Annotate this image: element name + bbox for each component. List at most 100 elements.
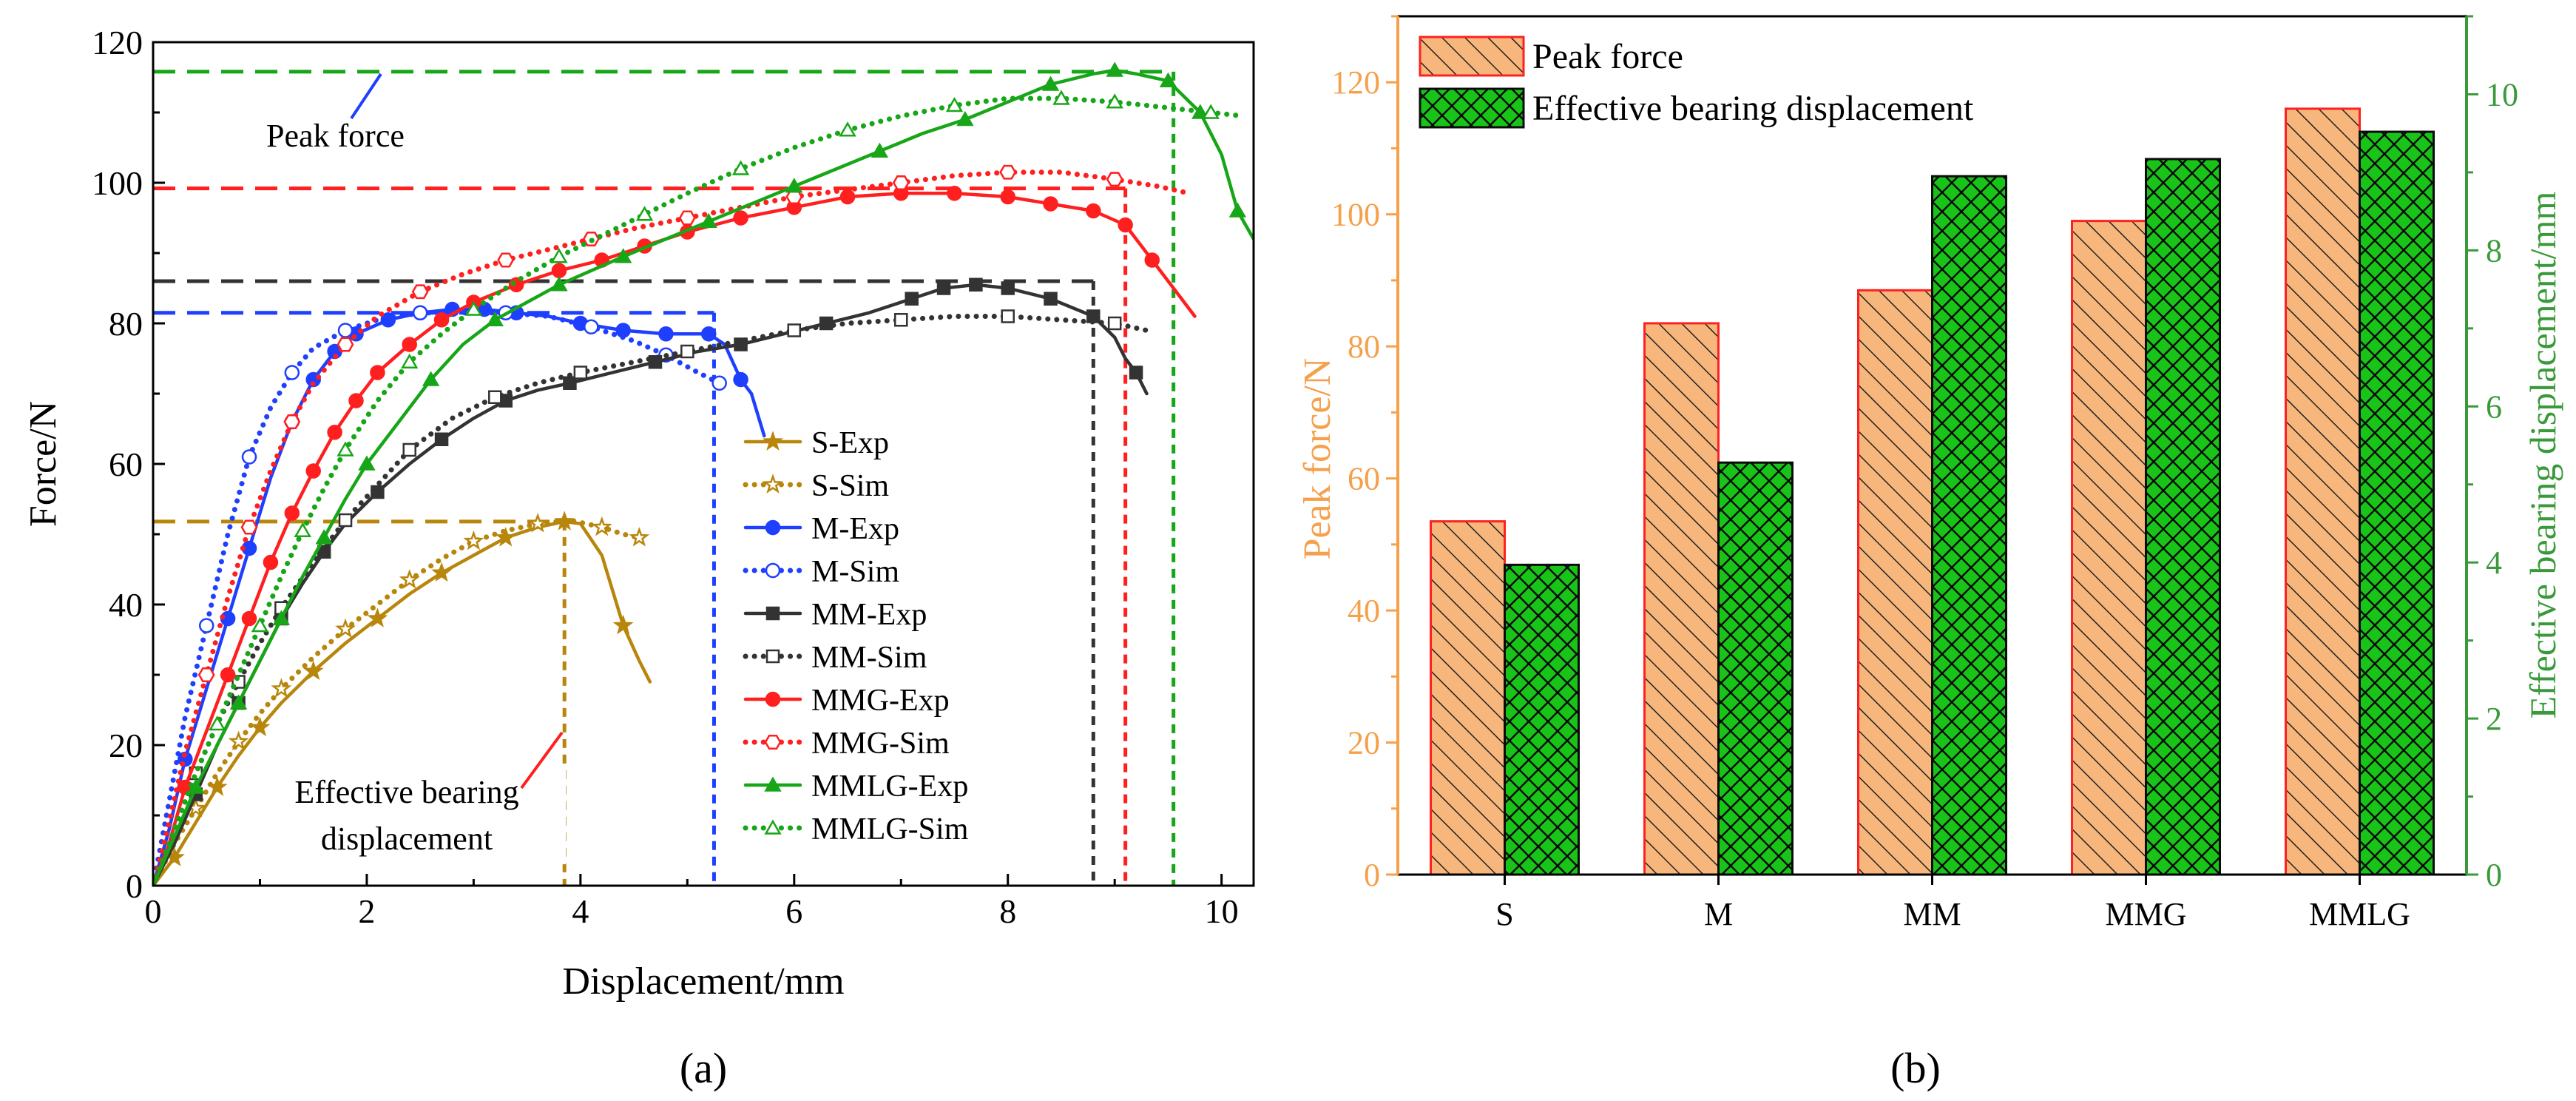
data-point [229,694,248,710]
y-tick-label: 80 [109,305,143,343]
data-point [348,393,364,408]
data-point [1106,93,1123,109]
right-axis-ticks-b: 0 2 4 6 8 10 [2467,15,2518,893]
legend-entry: MM-Exp [743,598,927,632]
data-point [486,311,504,327]
data-point [969,277,983,292]
data-point [305,463,321,479]
data-point [1106,61,1123,77]
data-point [367,607,388,627]
data-point [629,527,650,547]
data-point [240,519,258,535]
data-point [1106,172,1123,187]
legend-marker [762,474,784,494]
data-point [731,160,750,175]
data-point [1086,203,1101,219]
x-tick-label: 0 [145,892,162,930]
legend-a: S-Exp S-Sim M-Exp M-Sim MM-Exp MM-Sim MMG-Exp M… [743,426,969,846]
left-tick-label: 80 [1348,329,1380,365]
legend-entry: MMG-Exp [743,684,950,718]
legend-marker [765,649,780,664]
line-series-group [153,61,1254,886]
legend-swatch [1419,87,1525,129]
bar-peak-force [2071,220,2147,876]
data-point [402,337,417,352]
data-point [1118,217,1133,233]
category-label: M [1704,896,1733,932]
data-point [945,96,964,112]
right-tick-label: 0 [2486,857,2502,893]
y-axis-ticks-a: 0 20 40 60 80 100 120 [92,24,165,905]
data-point [433,312,450,328]
data-point [358,455,376,471]
data-point [271,678,292,698]
data-point [495,527,516,547]
data-point [892,175,910,190]
data-point [635,206,654,221]
series-mmlg-sim [153,90,1246,886]
left-tick-label: 60 [1348,461,1380,497]
legend-marker [764,735,782,750]
legend-entry: M-Exp [743,512,899,546]
legend-label: MMG-Exp [811,684,950,718]
left-tick-label: 120 [1331,64,1380,101]
data-point [1000,189,1015,205]
data-point [936,281,951,295]
left-tick-label: 0 [1364,857,1380,893]
legend-label: S-Sim [811,469,889,503]
data-point [402,442,416,457]
x-tick-label: 8 [999,892,1016,930]
data-point [1228,202,1247,218]
series-mmg-exp [153,186,1197,886]
y-tick-label: 100 [92,164,143,202]
right-tick-label: 2 [2486,701,2502,737]
series-m-sim [153,305,727,886]
annotation-effective-pointer [520,731,564,789]
data-point [251,617,269,633]
data-point [956,111,974,127]
data-point [249,716,271,737]
data-point [733,371,748,388]
data-point [614,248,632,263]
data-point [220,667,236,683]
legend-entry: MMLG-Sim [743,812,969,846]
data-point [434,432,449,446]
data-point [327,425,342,440]
bar-series-group [1430,107,2435,876]
data-point [1144,252,1160,268]
data-point [302,660,324,681]
data-point [1043,196,1058,212]
bar-effective-displacement [2145,158,2221,876]
data-point [678,210,696,226]
data-point [700,326,717,342]
series-s-exp [153,511,652,886]
data-point [337,441,354,457]
data-point [422,371,440,386]
data-point [272,610,291,625]
left-axis-ticks-b: 0 20 40 60 80 100 120 [1331,15,1398,893]
series-line [153,314,1149,886]
bar-peak-force [1430,520,1506,876]
legend-label: M-Sim [811,555,899,589]
legend-entry: S-Exp [743,426,889,460]
legend-entry: MMG-Sim [743,727,950,761]
legend-entry: Peak force [1419,36,1683,77]
data-point [894,313,908,327]
legend-label: Effective bearing displacement [1532,89,1974,128]
data-point [573,366,588,380]
right-tick-label: 6 [2486,388,2502,425]
data-point [401,353,419,369]
data-point [431,562,453,582]
right-tick-label: 8 [2486,232,2502,269]
y-tick-label: 20 [109,727,143,764]
series-line [153,169,1192,886]
legend-marker [765,606,780,621]
legend-entry: MM-Sim [743,641,927,675]
data-point [550,276,568,292]
data-point [209,715,226,731]
annotation-peak-force-pointer [350,73,382,120]
right-tick-label: 4 [2486,545,2502,581]
legend-label: M-Exp [811,512,899,546]
